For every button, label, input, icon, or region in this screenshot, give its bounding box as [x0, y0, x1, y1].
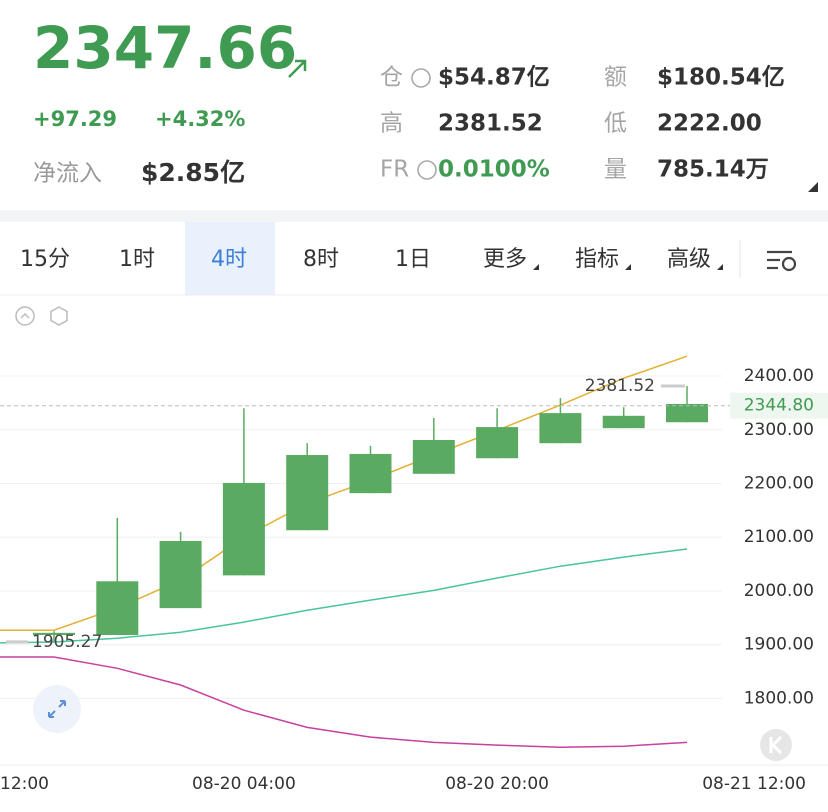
stat-value: 0.0100% [438, 157, 550, 183]
candle-body [286, 455, 329, 531]
moving-average-line [0, 656, 688, 749]
last-price-label: 2344.80 [744, 396, 814, 416]
candle-body [412, 439, 455, 474]
y-tick-label: 2000.00 [744, 581, 814, 601]
stat-value: 2222.00 [657, 111, 762, 137]
tab[interactable]: 高级 [667, 247, 711, 272]
dropdown-caret [625, 264, 631, 270]
net-inflow-label: 净流入 [33, 161, 102, 187]
chart: 1800.00 1900.00 2000.00 2100.00 2200.00 2300.… [0, 355, 828, 794]
collapse-icon [20, 312, 30, 319]
y-tick-label: 2300.00 [744, 420, 814, 440]
stat-value: $54.87亿 [438, 65, 550, 91]
tab-active-bg [185, 222, 275, 295]
net-inflow: $2.85亿 [141, 158, 245, 187]
x-tick-label: 12:00 [0, 774, 49, 794]
high-label: 2381.52 [585, 376, 655, 396]
info-icon[interactable] [417, 160, 437, 180]
candle-body [349, 453, 392, 494]
stat-label: 低 [604, 111, 627, 137]
stat-value: 2381.52 [438, 111, 543, 137]
y-tick-label: 2200.00 [744, 473, 814, 493]
stat-label: FR [380, 157, 409, 183]
fullscreen-icon [48, 700, 66, 718]
stat-value: 785.14万 [657, 157, 769, 183]
moving-average-line [0, 548, 688, 644]
low-label: 1905.27 [32, 632, 102, 652]
x-tick-label: 08-21 12:00 [702, 774, 806, 794]
stat-label: 量 [604, 157, 627, 183]
x-tick-label: 08-20 20:00 [445, 774, 549, 794]
tab[interactable]: 1日 [395, 247, 431, 272]
expand-triangle[interactable] [808, 182, 818, 192]
candle-body [602, 415, 645, 429]
dropdown-caret [717, 264, 723, 270]
tab[interactable]: 4时 [211, 247, 247, 272]
tab[interactable]: 1时 [119, 247, 155, 272]
candle-body [476, 427, 519, 459]
stat-label: 额 [604, 65, 627, 91]
settings-icon[interactable] [767, 250, 797, 272]
tab[interactable]: 15分 [20, 247, 70, 272]
up-arrow [288, 59, 307, 78]
last-price-tag [730, 392, 828, 419]
k-icon [769, 735, 783, 755]
candle-body [96, 581, 139, 635]
collapse-button[interactable] [15, 306, 35, 326]
tab[interactable]: 更多 [483, 247, 527, 272]
x-tick-label: 08-20 04:00 [192, 774, 296, 794]
k-button[interactable] [760, 729, 792, 761]
info-icons [411, 68, 437, 180]
change-pct: +4.32% [155, 107, 245, 131]
tab[interactable]: 指标 [575, 247, 619, 272]
y-tick-label: 2400.00 [744, 366, 814, 386]
info-icon[interactable] [411, 68, 431, 88]
separator [0, 210, 828, 222]
stat-value: $180.54亿 [657, 65, 785, 91]
candle-body [666, 403, 708, 423]
y-tick-label: 1800.00 [744, 688, 814, 708]
candle-body [222, 482, 265, 576]
stat-label: 高 [380, 111, 403, 137]
dropdown-caret [533, 264, 539, 270]
indicator-settings[interactable] [50, 306, 68, 326]
stat-label: 仓 [380, 65, 403, 91]
price: 2347.66 [33, 14, 297, 82]
y-tick-label: 2100.00 [744, 527, 814, 547]
change: +97.29 [33, 107, 117, 131]
y-tick-label: 1900.00 [744, 635, 814, 655]
candle-body [539, 413, 582, 444]
tab-bar: 15分 1时 4时 8时 1日 更多 指标 高级 [20, 222, 723, 295]
candle-body [33, 632, 75, 635]
tab[interactable]: 8时 [303, 247, 339, 272]
candle-body [159, 540, 202, 609]
fullscreen-button[interactable] [33, 685, 81, 733]
